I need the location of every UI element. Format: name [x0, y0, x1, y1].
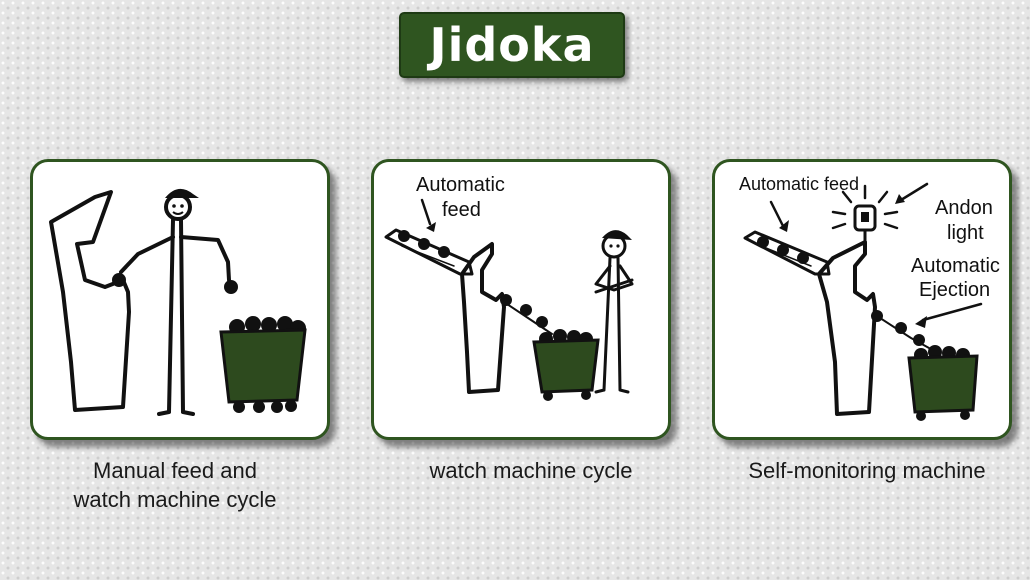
- panel-manual-feed: [30, 159, 330, 440]
- caption-line: watch machine cycle: [429, 458, 633, 483]
- caption-self-monitoring: Self-monitoring machine: [712, 456, 1022, 485]
- label-automatic-feed-line2: feed: [442, 199, 481, 221]
- label-automatic-ejection-line2: Ejection: [919, 279, 991, 301]
- manual-feed-illustration: [49, 188, 307, 416]
- arrow-andon: [899, 182, 929, 202]
- feed-arrow: [420, 198, 432, 226]
- panel-automatic-feed: Automatic feed: [371, 159, 671, 440]
- label-andon: Andon: [935, 197, 993, 219]
- caption-automatic-feed: watch machine cycle: [381, 456, 681, 485]
- caption-line: watch machine cycle: [73, 487, 277, 512]
- machine-outline: [817, 240, 877, 416]
- label-automatic-feed: Automatic: [416, 174, 505, 196]
- arrow-ejection: [921, 302, 983, 322]
- worker-arm-right: [179, 235, 231, 282]
- panel-self-monitoring: Automatic feed Andon light Automatic Eje…: [712, 159, 1012, 440]
- worker-body: [594, 256, 630, 394]
- label-automatic-feed: Automatic feed: [739, 174, 860, 194]
- label-automatic-ejection: Automatic: [911, 255, 1000, 277]
- label-andon-line2: light: [947, 222, 984, 244]
- andon-light-rays: [831, 184, 899, 230]
- feed-chute: [384, 228, 474, 276]
- automatic-feed-illustration: [384, 198, 634, 401]
- worker-cap: [165, 188, 199, 198]
- part-in-hand-right: [224, 280, 238, 294]
- parts-bin: [532, 329, 600, 401]
- worker-body: [157, 218, 195, 416]
- title-banner: Jidoka: [399, 12, 625, 78]
- worker-head: [164, 193, 192, 221]
- page-title: Jidoka: [429, 18, 595, 72]
- parts-bin: [219, 316, 307, 413]
- caption-line: Self-monitoring machine: [748, 458, 986, 483]
- worker-cap: [602, 230, 632, 240]
- caption-line: Manual feed and: [93, 458, 257, 483]
- arrow-automatic-feed: [769, 200, 785, 228]
- machine-outline: [460, 242, 506, 394]
- feed-chute: [743, 230, 831, 276]
- worker-arms-folded: [594, 264, 634, 294]
- worker-arm-left: [119, 235, 175, 274]
- caption-manual-feed: Manual feed and watch machine cycle: [40, 456, 310, 514]
- parts-bin: [907, 345, 979, 421]
- machine-outline: [49, 190, 131, 412]
- part-in-hand-left: [112, 273, 126, 287]
- self-monitoring-illustration: [743, 182, 983, 421]
